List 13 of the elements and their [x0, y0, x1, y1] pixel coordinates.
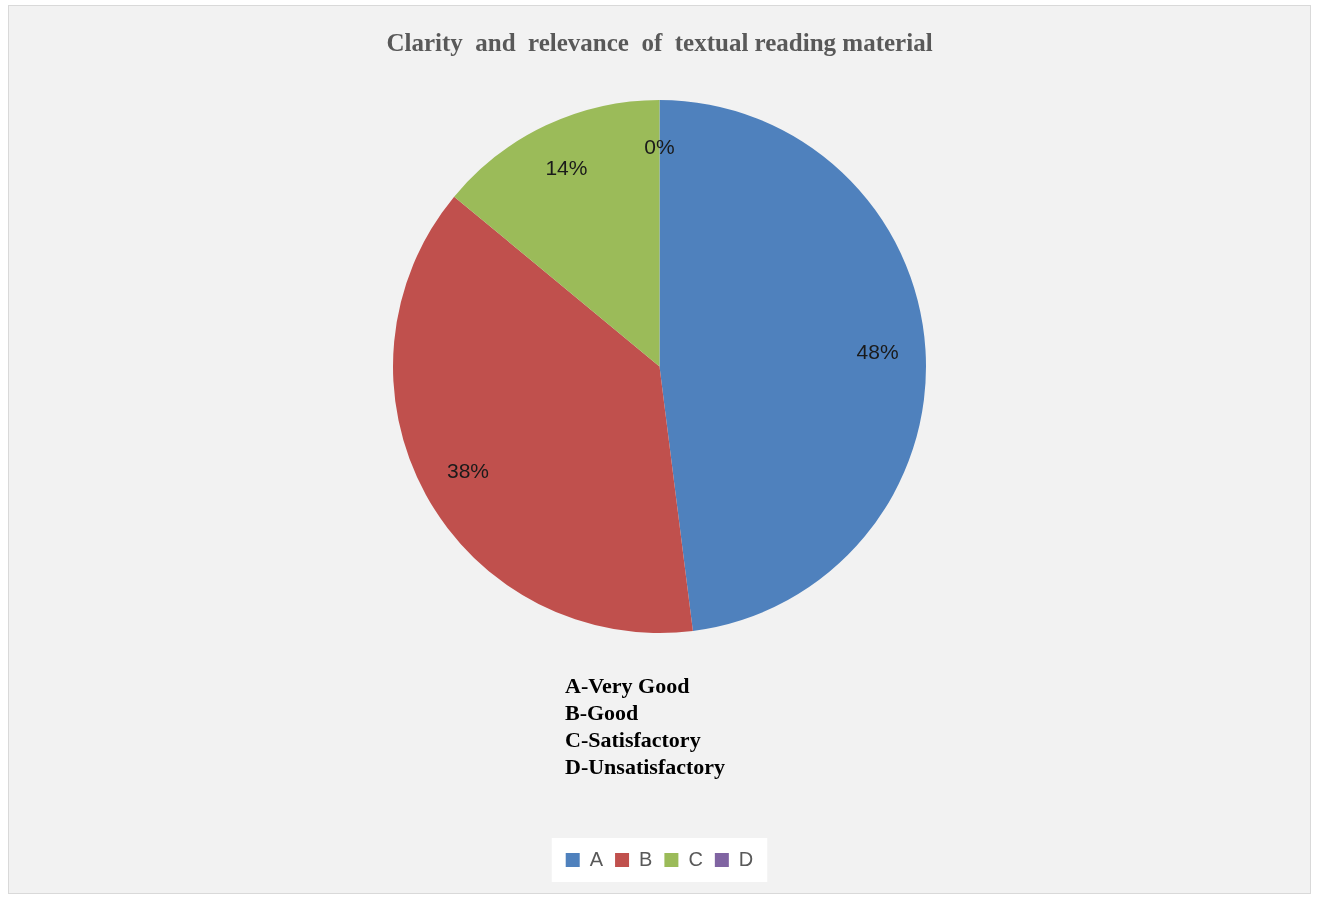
legend-label: B	[639, 847, 653, 870]
legend-label: A	[589, 847, 604, 870]
text: 0%	[644, 134, 675, 158]
text: B-Good	[565, 699, 640, 726]
data-label: 14%	[545, 155, 588, 179]
chart-title: Clarity and relevance of textual reading material	[386, 29, 933, 57]
legend-label: C	[688, 847, 703, 870]
legend-label: D	[738, 847, 754, 870]
data-label: 48%	[856, 339, 899, 363]
text: D-Unsatisfactory	[565, 753, 726, 780]
text: C-Satisfactory	[565, 726, 702, 753]
data-label: 38%	[446, 458, 490, 482]
text: A-Very Good	[565, 672, 691, 699]
